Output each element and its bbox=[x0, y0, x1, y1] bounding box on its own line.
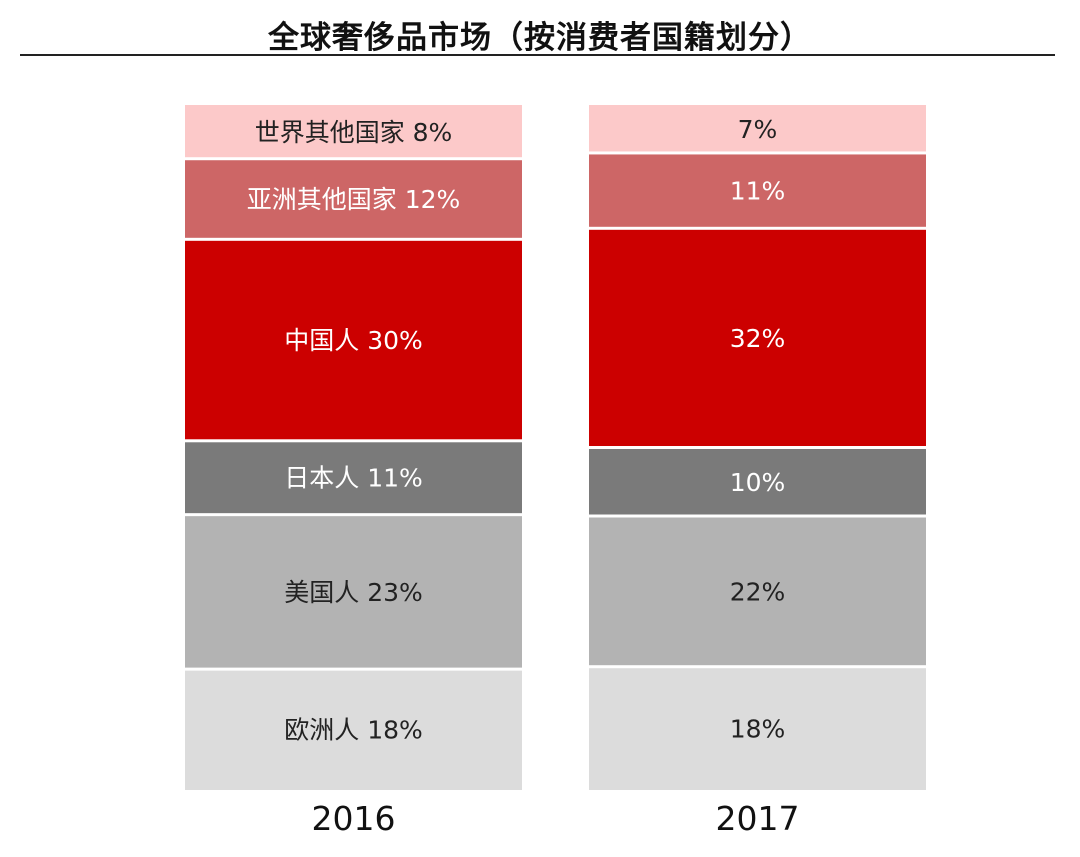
bar-segment-2017-3 bbox=[589, 229, 926, 446]
value-label: 18% bbox=[730, 714, 786, 743]
data-label-2017-3: 32% bbox=[730, 324, 786, 353]
data-label-2017-4: 11% bbox=[730, 177, 786, 206]
data-label-2016-4: 亚洲其他国家 12% bbox=[247, 185, 461, 214]
bar-segment-2016-4 bbox=[185, 160, 522, 238]
series-name-label: 欧洲人 bbox=[284, 716, 367, 745]
value-label: 8% bbox=[413, 118, 453, 147]
data-label-2017-2: 10% bbox=[730, 468, 786, 497]
value-label: 10% bbox=[730, 468, 786, 497]
series-name-label: 美国人 bbox=[284, 578, 367, 607]
title-underline bbox=[20, 54, 1055, 56]
value-label: 12% bbox=[405, 185, 461, 214]
value-label: 32% bbox=[730, 324, 786, 353]
data-label-2017-0: 18% bbox=[730, 714, 786, 743]
bar-segment-2017-2 bbox=[589, 449, 926, 515]
value-label: 7% bbox=[738, 115, 778, 144]
bar-segment-2017-1 bbox=[589, 517, 926, 666]
value-label: 18% bbox=[367, 716, 423, 745]
value-label: 30% bbox=[367, 326, 423, 355]
value-label: 23% bbox=[367, 578, 423, 607]
series-name-label: 日本人 bbox=[284, 464, 367, 493]
data-label-2017-5: 7% bbox=[738, 115, 778, 144]
series-name-label: 世界其他国家 bbox=[255, 118, 413, 147]
bar-segment-2016-3 bbox=[185, 240, 522, 440]
bar-segment-2017-4 bbox=[589, 154, 926, 227]
bar-segment-2017-5 bbox=[589, 105, 926, 152]
bar-segment-2016-2 bbox=[185, 442, 522, 514]
value-label: 22% bbox=[730, 577, 786, 606]
bar-segment-2016-0 bbox=[185, 670, 522, 790]
bar-segment-2016-5 bbox=[185, 105, 522, 158]
data-label-2016-2: 日本人 11% bbox=[284, 464, 423, 493]
data-label-2017-1: 22% bbox=[730, 577, 786, 606]
value-label: 11% bbox=[730, 177, 786, 206]
data-label-2016-0: 欧洲人 18% bbox=[284, 716, 423, 745]
bar-segment-2017-0 bbox=[589, 668, 926, 790]
data-label-2016-5: 世界其他国家 8% bbox=[255, 118, 453, 147]
data-label-2016-1: 美国人 23% bbox=[284, 578, 423, 607]
series-name-label: 中国人 bbox=[284, 326, 367, 355]
bar-segment-2016-1 bbox=[185, 516, 522, 668]
x-tick-label-2016: 2016 bbox=[312, 799, 396, 838]
chart-title: 全球奢侈品市场（按消费者国籍划分） bbox=[268, 20, 812, 56]
data-label-2016-3: 中国人 30% bbox=[284, 326, 423, 355]
series-name-label: 亚洲其他国家 bbox=[247, 185, 405, 214]
x-tick-label-2017: 2017 bbox=[716, 799, 800, 838]
value-label: 11% bbox=[367, 464, 423, 493]
